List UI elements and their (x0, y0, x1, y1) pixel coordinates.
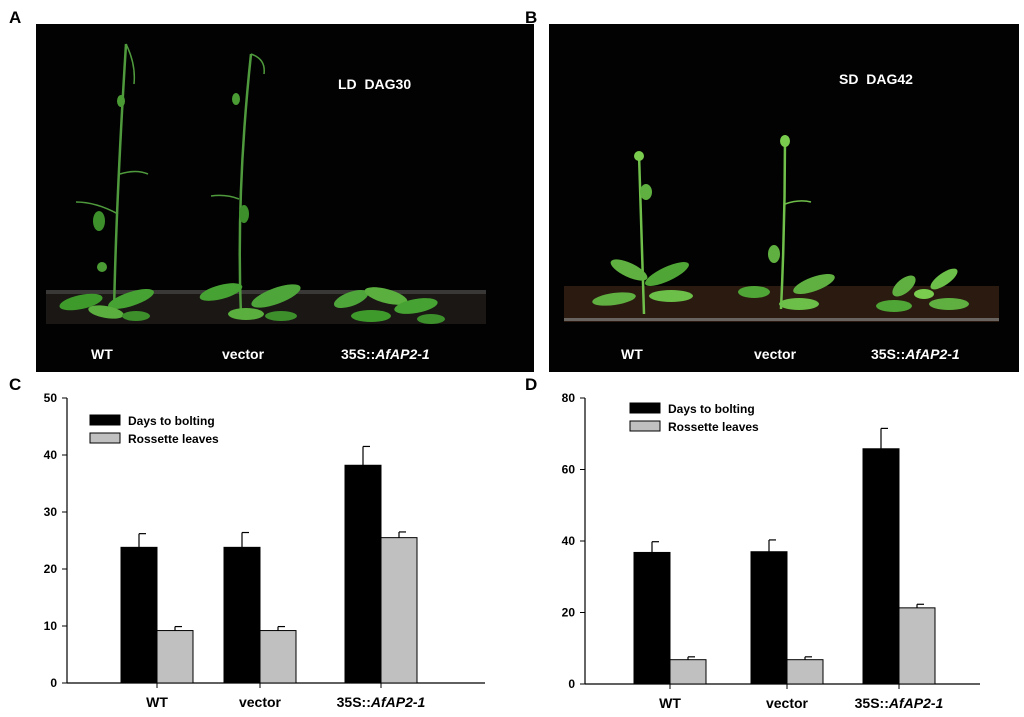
photo-label-wt-b: WT (621, 346, 643, 362)
legend-swatch (629, 402, 661, 414)
panel-letter-b: B (525, 8, 538, 27)
bar (786, 659, 824, 685)
bar (120, 546, 158, 684)
panel-letter-a: A (9, 8, 22, 27)
panel-letter-d: D (525, 375, 538, 394)
photo-label-vector-b: vector (754, 346, 797, 362)
photo-panel-a: LD DAG30 WT vector 35S::AfAP2-1 (36, 24, 534, 372)
x-tick-label: WT (146, 694, 168, 710)
y-tick-label: 50 (44, 392, 58, 405)
plant-35s-afap2-1-b (876, 268, 969, 312)
plant-wt (59, 43, 154, 321)
bar (898, 607, 936, 685)
bar (344, 464, 382, 684)
bar (380, 537, 418, 684)
photo-label-wt-a: WT (91, 346, 113, 362)
bar (259, 630, 297, 684)
plant-35s-afap2-1 (333, 287, 445, 324)
condition-label-a: LD DAG30 (338, 76, 411, 92)
legend-label: Days to bolting (128, 414, 215, 428)
x-tick-label: vector (766, 695, 809, 711)
y-tick-label: 60 (562, 463, 576, 477)
bar (669, 659, 707, 685)
plant-vector-b (738, 135, 835, 310)
bar (156, 630, 194, 684)
legend-swatch (629, 420, 661, 432)
legend-label: Days to bolting (668, 402, 755, 416)
plant-wt-b (592, 151, 693, 315)
y-tick-label: 20 (562, 606, 576, 620)
bar (862, 448, 900, 685)
legend-label: Rossette leaves (128, 432, 219, 446)
x-tick-label: WT (659, 695, 681, 711)
legend-swatch (89, 414, 121, 426)
legend-label: Rossette leaves (668, 420, 759, 434)
photo-label-35s-a: 35S::AfAP2-1 (341, 346, 430, 362)
y-tick-label: 30 (44, 505, 58, 519)
y-tick-label: 0 (568, 677, 575, 691)
photo-label-35s-b: 35S::AfAP2-1 (871, 346, 960, 362)
y-tick-label: 0 (50, 676, 57, 690)
plant-vector (199, 53, 301, 321)
x-tick-label: vector (239, 694, 282, 710)
y-tick-label: 10 (44, 619, 58, 633)
x-tick-label: 35S::AfAP2-1 (337, 694, 426, 710)
panel-letter-c: C (9, 375, 22, 394)
x-tick-label: 35S::AfAP2-1 (855, 695, 944, 711)
bar (750, 551, 788, 685)
photo-panel-b: SD DAG42 WT vector 35S::AfAP2-1 (549, 24, 1019, 372)
y-tick-label: 80 (562, 392, 576, 405)
bar (633, 551, 671, 685)
condition-label-b: SD DAG42 (839, 71, 913, 87)
y-tick-label: 40 (44, 448, 58, 462)
y-tick-label: 20 (44, 562, 58, 576)
bar (223, 546, 261, 684)
y-tick-label: 40 (562, 534, 576, 548)
photo-label-vector-a: vector (222, 346, 265, 362)
legend-swatch (89, 432, 121, 444)
